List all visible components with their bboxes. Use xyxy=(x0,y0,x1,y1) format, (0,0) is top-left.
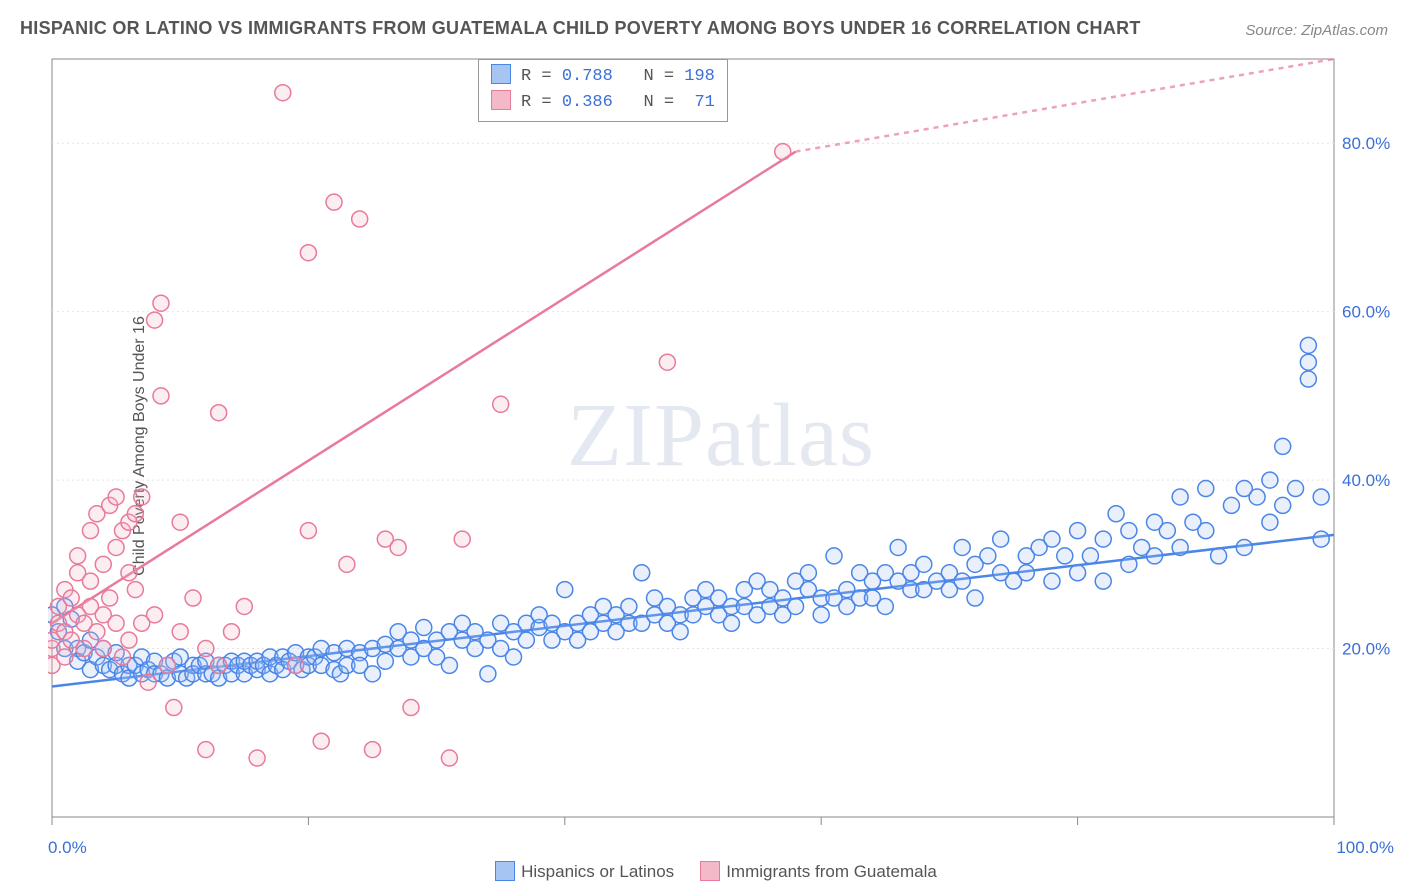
plot-area: 20.0%40.0%60.0%80.0% ZIPatlas R = 0.788 … xyxy=(48,55,1394,837)
legend-swatch xyxy=(700,861,720,881)
source-link[interactable]: ZipAtlas.com xyxy=(1301,22,1388,39)
svg-text:60.0%: 60.0% xyxy=(1342,303,1390,322)
chart-container: HISPANIC OR LATINO VS IMMIGRANTS FROM GU… xyxy=(0,0,1406,892)
correlation-stats-box: R = 0.788 N = 198 R = 0.386 N = 71 xyxy=(478,59,728,122)
chart-title: HISPANIC OR LATINO VS IMMIGRANTS FROM GU… xyxy=(20,18,1141,39)
svg-text:20.0%: 20.0% xyxy=(1342,640,1390,659)
stats-row: R = 0.788 N = 198 xyxy=(491,64,715,90)
source-prefix: Source: xyxy=(1245,22,1301,39)
source-attribution: Source: ZipAtlas.com xyxy=(1245,22,1388,39)
legend-swatch xyxy=(495,861,515,881)
legend-swatch xyxy=(491,90,511,110)
svg-text:80.0%: 80.0% xyxy=(1342,134,1390,153)
stats-text: R = 0.788 N = 198 xyxy=(521,67,715,86)
stats-text: R = 0.386 N = 71 xyxy=(521,93,715,112)
legend-label: Immigrants from Guatemala xyxy=(726,862,937,881)
bottom-legend: Hispanics or Latinos Immigrants from Guat… xyxy=(0,861,1406,882)
legend-label: Hispanics or Latinos xyxy=(521,862,674,881)
x-axis-max-label: 100.0% xyxy=(1336,838,1394,858)
stats-row: R = 0.386 N = 71 xyxy=(491,90,715,116)
legend-swatch xyxy=(491,64,511,84)
svg-text:40.0%: 40.0% xyxy=(1342,471,1390,490)
scatter-chart: 20.0% 40.0% 60.0% 80.0% xyxy=(48,55,1394,837)
x-axis-min-label: 0.0% xyxy=(48,838,87,858)
